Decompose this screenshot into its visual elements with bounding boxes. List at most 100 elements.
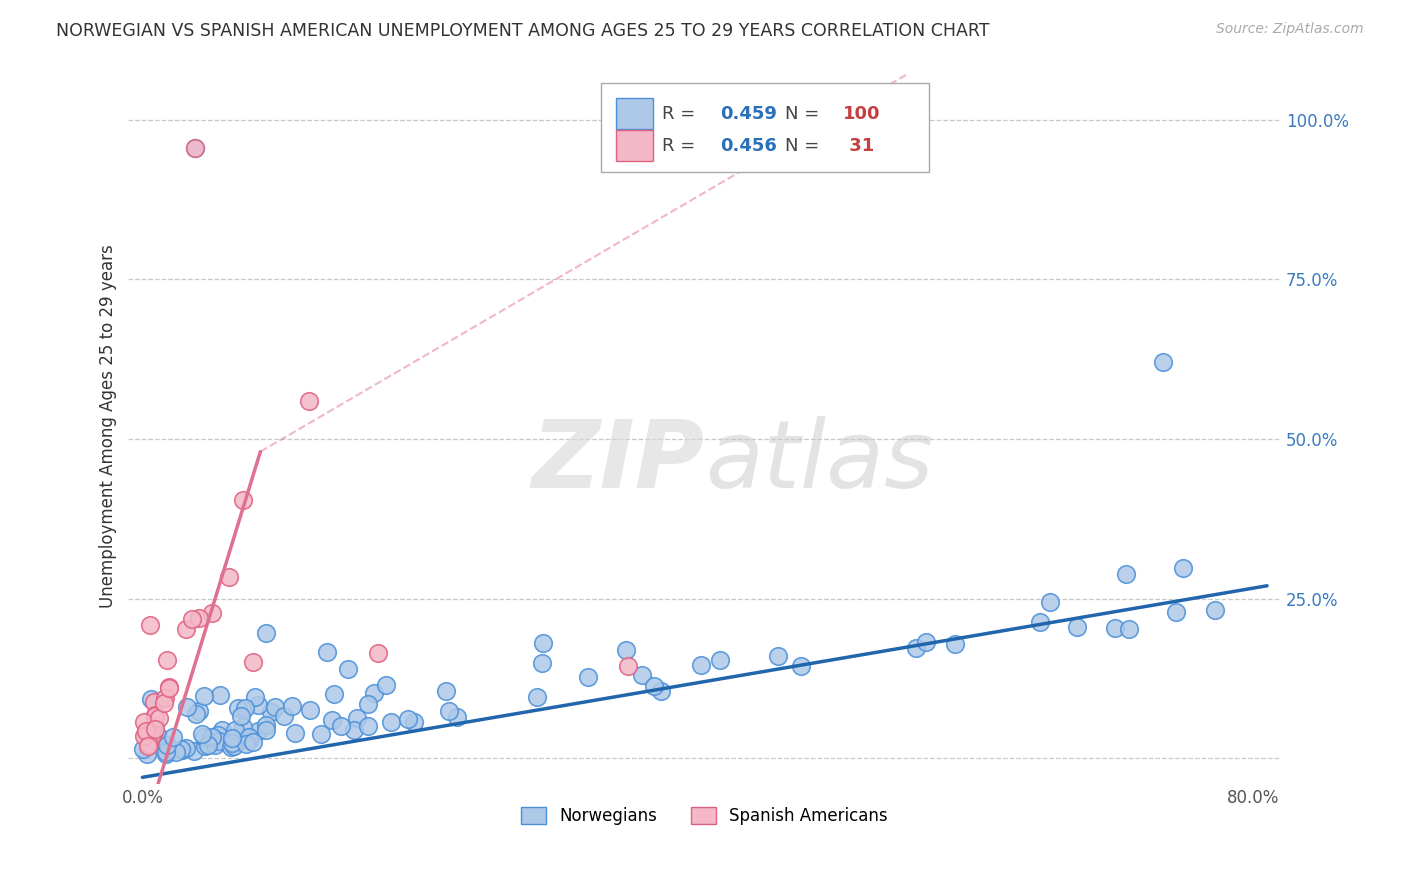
Norwegians xyxy=(188,705,211,719)
Text: N =: N = xyxy=(786,136,825,155)
Norwegians xyxy=(631,667,654,681)
Norwegians xyxy=(193,730,215,744)
Spanish Americans xyxy=(135,724,157,739)
Norwegians xyxy=(643,680,665,694)
Norwegians xyxy=(221,736,243,750)
Norwegians xyxy=(194,739,217,753)
Norwegians xyxy=(337,661,360,675)
Norwegians xyxy=(1152,355,1174,369)
Norwegians xyxy=(201,730,224,744)
Norwegians xyxy=(148,729,170,743)
Norwegians xyxy=(1066,620,1088,634)
Spanish Americans xyxy=(181,612,204,626)
Spanish Americans xyxy=(153,691,176,706)
Norwegians xyxy=(1029,615,1052,630)
Norwegians xyxy=(176,700,198,714)
Norwegians xyxy=(247,698,270,712)
Text: ZIP: ZIP xyxy=(531,416,704,508)
Norwegians xyxy=(343,723,366,737)
Spanish Americans xyxy=(143,709,166,723)
Norwegians xyxy=(228,701,250,715)
Text: R =: R = xyxy=(662,136,702,155)
Norwegians xyxy=(1164,605,1187,619)
Norwegians xyxy=(363,686,385,700)
Norwegians xyxy=(242,735,264,749)
Norwegians xyxy=(446,710,468,724)
Norwegians xyxy=(790,659,813,673)
Spanish Americans xyxy=(157,681,180,695)
Spanish Americans xyxy=(136,739,159,754)
Spanish Americans xyxy=(138,737,160,751)
Norwegians xyxy=(222,739,245,753)
Norwegians xyxy=(232,720,254,734)
Norwegians xyxy=(142,729,165,743)
Spanish Americans xyxy=(174,623,197,637)
Norwegians xyxy=(531,636,554,650)
Norwegians xyxy=(208,688,231,702)
Norwegians xyxy=(184,141,207,155)
Spanish Americans xyxy=(142,695,165,709)
Spanish Americans xyxy=(232,492,254,507)
Norwegians xyxy=(321,713,343,727)
Text: 0.456: 0.456 xyxy=(720,136,776,155)
Spanish Americans xyxy=(139,730,162,744)
Spanish Americans xyxy=(617,658,640,673)
Norwegians xyxy=(943,637,966,651)
Norwegians xyxy=(434,683,457,698)
Spanish Americans xyxy=(142,726,165,740)
Text: Source: ZipAtlas.com: Source: ZipAtlas.com xyxy=(1216,22,1364,37)
Spanish Americans xyxy=(143,723,166,737)
Text: atlas: atlas xyxy=(704,417,934,508)
Norwegians xyxy=(186,707,208,722)
Norwegians xyxy=(1115,567,1137,582)
Spanish Americans xyxy=(148,711,170,725)
Norwegians xyxy=(143,717,166,731)
Norwegians xyxy=(614,643,637,657)
Norwegians xyxy=(236,731,259,745)
Norwegians xyxy=(346,711,368,725)
Norwegians xyxy=(905,640,928,655)
Norwegians xyxy=(204,738,226,752)
Norwegians xyxy=(193,690,215,704)
Text: 100: 100 xyxy=(844,104,880,122)
Norwegians xyxy=(1171,561,1194,575)
Norwegians xyxy=(235,737,257,751)
Norwegians xyxy=(530,657,553,671)
Norwegians xyxy=(260,706,283,720)
Norwegians xyxy=(914,634,936,648)
Norwegians xyxy=(439,705,461,719)
Norwegians xyxy=(1204,603,1226,617)
Text: N =: N = xyxy=(786,104,825,122)
Spanish Americans xyxy=(132,730,155,744)
Norwegians xyxy=(197,739,219,753)
Norwegians xyxy=(239,732,262,747)
Spanish Americans xyxy=(184,141,207,155)
Spanish Americans xyxy=(218,570,240,584)
Norwegians xyxy=(246,724,269,739)
Spanish Americans xyxy=(132,715,155,730)
Norwegians xyxy=(208,734,231,748)
Norwegians xyxy=(211,723,233,738)
Norwegians xyxy=(156,738,179,752)
Norwegians xyxy=(231,708,253,723)
Norwegians xyxy=(207,728,229,742)
Y-axis label: Unemployment Among Ages 25 to 29 years: Unemployment Among Ages 25 to 29 years xyxy=(100,244,117,608)
Norwegians xyxy=(309,727,332,741)
Norwegians xyxy=(135,747,157,762)
Norwegians xyxy=(689,658,711,673)
Text: R =: R = xyxy=(662,104,702,122)
Norwegians xyxy=(219,739,242,754)
Spanish Americans xyxy=(367,646,389,660)
Norwegians xyxy=(169,742,191,756)
Norwegians xyxy=(576,670,599,684)
Norwegians xyxy=(356,718,378,732)
Norwegians xyxy=(232,732,254,747)
Spanish Americans xyxy=(242,656,264,670)
Text: 0.459: 0.459 xyxy=(720,104,776,122)
FancyBboxPatch shape xyxy=(616,98,652,129)
Norwegians xyxy=(243,690,266,704)
Norwegians xyxy=(131,742,153,756)
Norwegians xyxy=(1118,622,1140,636)
Norwegians xyxy=(155,747,177,762)
Norwegians xyxy=(1104,621,1126,635)
